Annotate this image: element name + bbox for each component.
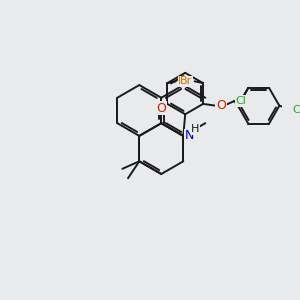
Text: Cl: Cl (293, 104, 300, 115)
Text: Br: Br (178, 76, 190, 86)
Text: O: O (216, 99, 226, 112)
Text: Cl: Cl (235, 96, 246, 106)
Text: Br: Br (180, 76, 192, 86)
Text: H: H (191, 124, 200, 134)
Text: N: N (184, 129, 194, 142)
Text: O: O (156, 102, 166, 115)
